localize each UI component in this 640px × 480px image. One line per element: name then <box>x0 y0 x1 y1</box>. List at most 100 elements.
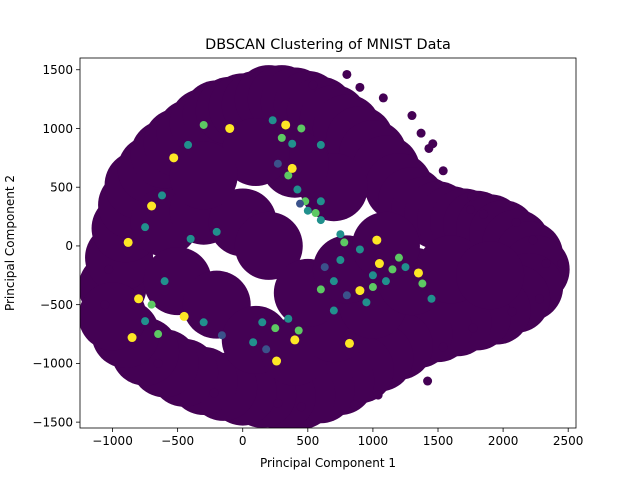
cluster-point-teal <box>355 245 364 254</box>
cluster-point-blue <box>320 263 329 272</box>
y-tick-label: −500 <box>40 298 73 312</box>
cluster-point-yellow <box>272 356 282 366</box>
cluster-point-green <box>388 265 397 274</box>
noise-point <box>479 209 489 219</box>
cluster-point-blue <box>273 159 282 168</box>
cluster-point-green <box>297 124 306 133</box>
noise-point <box>456 241 525 310</box>
cluster-point-teal <box>316 140 325 149</box>
cluster-point-yellow <box>287 163 297 173</box>
cluster-point-yellow <box>355 286 365 296</box>
noise-point <box>273 398 283 408</box>
noise-point <box>104 264 114 274</box>
cluster-point-teal <box>288 139 297 148</box>
cluster-point-green <box>199 120 208 129</box>
x-tick-label: 1500 <box>423 434 454 448</box>
cluster-point-green <box>294 326 303 335</box>
cluster-point-teal <box>199 318 208 327</box>
cluster-point-green <box>316 285 325 294</box>
x-tick-label: 2500 <box>553 434 584 448</box>
noise-point <box>468 323 478 333</box>
noise-point <box>466 205 476 215</box>
cluster-point-teal <box>401 263 410 272</box>
cluster-point-teal <box>427 294 436 303</box>
cluster-point-green <box>147 300 156 309</box>
y-axis-ticks: −1500 −1000 −500 0 500 1000 1500 <box>32 63 80 429</box>
plot-area <box>80 65 570 428</box>
noise-point <box>373 390 383 400</box>
noise-point <box>234 211 303 280</box>
cluster-point-yellow <box>127 333 137 343</box>
cluster-point-yellow <box>123 237 133 247</box>
noise-point <box>507 307 517 317</box>
noise-point <box>428 139 438 149</box>
x-tick-label: 2000 <box>488 434 519 448</box>
cluster-point-teal <box>329 277 338 286</box>
cluster-point-teal <box>381 277 390 286</box>
x-tick-label: 1000 <box>358 434 389 448</box>
x-axis-label: Principal Component 1 <box>260 456 396 470</box>
noise-point <box>351 211 420 280</box>
noise-point <box>308 80 318 90</box>
cluster-point-green <box>271 324 280 333</box>
cluster-points <box>123 116 436 366</box>
y-tick-label: 500 <box>50 181 73 195</box>
y-tick-label: 1000 <box>42 122 73 136</box>
cluster-point-yellow <box>179 311 189 321</box>
noise-point <box>511 217 521 227</box>
noise-point <box>296 402 306 412</box>
x-tick-label: 500 <box>296 434 319 448</box>
noise-point <box>528 235 538 245</box>
cluster-point-teal <box>212 227 221 236</box>
x-tick-label: 0 <box>239 434 247 448</box>
noise-point <box>557 259 567 269</box>
noise-point <box>438 166 448 176</box>
plot-frame <box>79 57 577 429</box>
cluster-point-teal <box>284 314 293 323</box>
noise-point <box>407 111 417 121</box>
noise-point <box>153 358 163 368</box>
noise-point <box>355 82 365 92</box>
cluster-point-teal <box>141 317 150 326</box>
noise-point <box>80 282 147 351</box>
noise-point <box>169 141 238 210</box>
y-tick-label: −1000 <box>32 357 73 371</box>
y-axis-label: Principal Component 2 <box>3 175 17 311</box>
cluster-point-yellow <box>134 294 144 304</box>
noise-point <box>438 342 448 352</box>
y-tick-label: −1500 <box>32 415 73 429</box>
noise-point <box>378 93 388 103</box>
cluster-point-green <box>284 171 293 180</box>
noise-point <box>423 376 433 386</box>
cluster-point-teal <box>316 216 325 225</box>
cluster-point-yellow <box>169 153 179 163</box>
x-tick-label: −1000 <box>92 434 133 448</box>
cluster-point-teal <box>184 140 193 149</box>
cluster-point-teal <box>186 234 195 243</box>
cluster-point-green <box>394 253 403 262</box>
cluster-point-green <box>418 279 427 288</box>
cluster-point-teal <box>362 298 371 307</box>
cluster-point-yellow <box>281 120 291 130</box>
cluster-point-blue <box>296 199 305 208</box>
cluster-point-blue <box>342 291 351 300</box>
noise-point <box>342 69 352 79</box>
cluster-point-blue <box>262 345 271 354</box>
cluster-point-green <box>340 238 349 247</box>
noise-point <box>541 259 551 269</box>
cluster-point-green <box>368 283 377 292</box>
noise-point <box>467 192 477 202</box>
noise-point <box>416 128 426 138</box>
cluster-point-yellow <box>344 338 354 348</box>
y-tick-label: 0 <box>65 239 73 253</box>
cluster-point-green <box>154 330 163 339</box>
cluster-point-teal <box>293 185 302 194</box>
cluster-point-teal <box>160 277 169 286</box>
cluster-point-teal <box>258 318 267 327</box>
noise-outliers <box>100 69 567 412</box>
cluster-point-teal <box>336 256 345 265</box>
noise-point <box>535 294 545 304</box>
noise-point <box>209 388 219 398</box>
cluster-point-teal <box>268 116 277 125</box>
